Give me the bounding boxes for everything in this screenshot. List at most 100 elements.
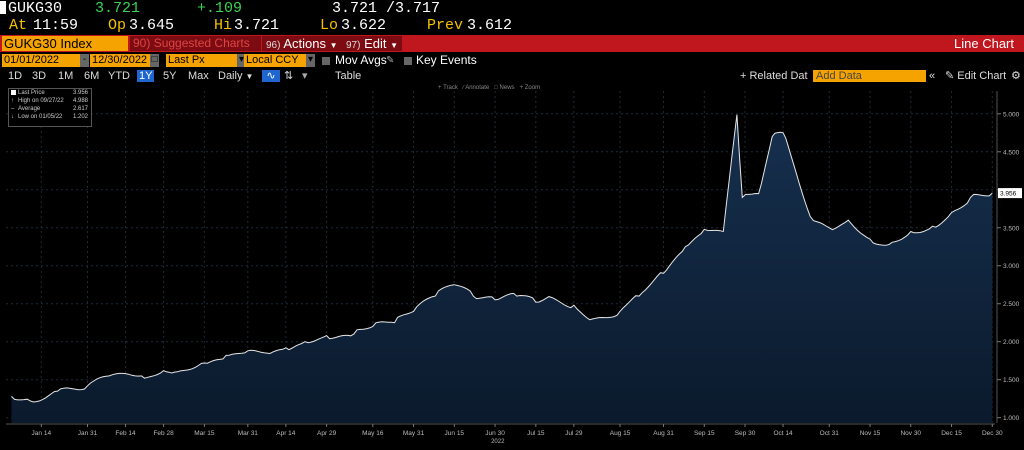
range-6m[interactable]: 6M <box>84 70 100 82</box>
start-date-input[interactable]: 01/01/2022 <box>2 54 80 67</box>
at-label: At <box>9 17 28 34</box>
legend-row: – Average 2.617 <box>9 105 91 113</box>
y-tick-label: 1.000 <box>1003 415 1020 422</box>
collapse-icon[interactable]: « <box>929 70 936 82</box>
high-marker-icon: ↑ <box>11 98 14 104</box>
edit-chart-button[interactable]: ✎ Edit Chart <box>945 70 1006 82</box>
range-max[interactable]: Max <box>188 70 209 82</box>
legend-label: Low on 01/05/22 <box>18 114 63 120</box>
period-label: Daily <box>218 70 243 82</box>
end-date-input[interactable]: 12/30/2022 <box>90 54 150 67</box>
low-value: 3.622 <box>341 17 387 34</box>
chart-style-dropdown-icon[interactable]: ▾ <box>302 70 308 82</box>
last-value-box <box>998 188 1022 199</box>
track-tool[interactable]: + Track <box>438 85 458 91</box>
x-tick-label: Feb 28 <box>153 430 174 437</box>
legend-label: High on 09/27/22 <box>18 98 64 104</box>
title-bar: GUKG30 Index 90) Suggested Charts 96) Ac… <box>0 35 1024 52</box>
x-tick-label: Nov 15 <box>860 430 881 437</box>
annotate-tool[interactable]: ∕ Annotate <box>462 85 490 91</box>
x-axis-year-label: 2022 <box>491 439 505 445</box>
calendar-icon[interactable]: □ <box>150 54 159 67</box>
chart-type-title: Line Chart <box>954 36 1014 51</box>
actions-button[interactable]: 96) Actions ▼ <box>262 36 342 51</box>
prev-label: Prev <box>427 17 464 34</box>
gear-icon[interactable]: ⚙ <box>1011 70 1021 82</box>
x-tick-label: Aug 15 <box>610 430 631 437</box>
actions-number: 96) <box>266 40 281 51</box>
x-tick-label: Apr 14 <box>276 430 296 437</box>
mov-avgs-label[interactable]: Mov Avgs <box>335 53 387 67</box>
y-tick-label: 3.500 <box>1003 225 1020 232</box>
chevron-down-icon: ▼ <box>245 72 254 81</box>
range-5y[interactable]: 5Y <box>163 70 177 82</box>
period-select[interactable]: Daily ▼ <box>218 70 253 82</box>
related-data-button[interactable]: + Related Dat <box>740 70 808 82</box>
y-tick-label: 5.000 <box>1003 111 1020 118</box>
legend-row: ↓ Low on 01/05/22 1.202 <box>9 113 91 121</box>
chart-svg[interactable]: 1.0001.5002.0002.5003.0003.5004.0004.500… <box>0 83 1024 445</box>
edit-number: 97) <box>346 40 361 51</box>
suggested-charts-number: 90 <box>133 36 147 50</box>
range-row: 1D 3D 1M 6M YTD 1Y 5Y Max Daily ▼ ∿ ⇅ ▾ … <box>0 69 1024 83</box>
field-select[interactable]: Last Px <box>166 54 240 67</box>
actions-label: Actions <box>283 36 326 51</box>
x-tick-label: Nov 30 <box>900 430 921 437</box>
x-tick-label: Dec 30 <box>982 430 1003 437</box>
chevron-down-icon: ▼ <box>390 41 399 50</box>
suggested-charts-label: Suggested Charts <box>153 36 250 50</box>
y-tick-label: 4.500 <box>1003 149 1020 156</box>
x-tick-label: Sep 30 <box>735 430 756 437</box>
field-dropdown-icon[interactable]: ▾ <box>237 54 246 67</box>
legend-value: 3.956 <box>72 90 88 96</box>
legend-row: ↑ High on 09/27/22 4.988 <box>9 97 91 105</box>
chart-style-icon[interactable]: ⇅ <box>284 70 294 82</box>
x-tick-label: Apr 29 <box>317 430 337 437</box>
x-tick-label: Oct 14 <box>773 430 793 437</box>
prev-value: 3.612 <box>467 17 513 34</box>
quote-row-2: At 11:59 Op 3.645 Hi 3.721 Lo 3.622 Prev… <box>0 17 1024 35</box>
key-events-label[interactable]: Key Events <box>416 53 477 67</box>
price-area <box>11 114 993 423</box>
high-value: 3.721 <box>234 17 280 34</box>
legend-label: Average <box>18 106 41 112</box>
legend-row: Last Price 3.956 <box>9 89 91 97</box>
currency-select[interactable]: Local CCY <box>244 54 306 67</box>
y-axis: 1.0001.5002.0002.5003.0003.5004.0004.500… <box>996 91 1022 423</box>
low-marker-icon: ↓ <box>11 114 14 120</box>
x-tick-label: Dec 15 <box>941 430 962 437</box>
pencil-icon[interactable]: ✎ <box>386 55 395 66</box>
currency-dropdown-icon[interactable]: ▾ <box>306 54 315 67</box>
x-tick-label: Jun 30 <box>485 430 505 437</box>
range-ytd[interactable]: YTD <box>108 70 130 82</box>
mov-avgs-checkbox[interactable] <box>322 57 330 65</box>
last-value-label: 3.956 <box>1000 191 1017 198</box>
bid-ask: 3.721 /3.717 <box>332 0 441 17</box>
x-tick-label: Mar 15 <box>194 430 215 437</box>
security-field[interactable]: GUKG30 Index <box>2 36 128 51</box>
ticker: GUKG30 <box>8 0 63 17</box>
range-1d[interactable]: 1D <box>8 70 23 82</box>
pencil-icon: ✎ <box>945 70 955 82</box>
x-tick-label: Feb 14 <box>115 430 136 437</box>
add-data-input[interactable]: Add Data <box>813 70 926 82</box>
edit-button[interactable]: 97) Edit ▼ <box>342 36 403 51</box>
range-1m[interactable]: 1M <box>58 70 74 82</box>
suggested-charts-button[interactable]: 90) Suggested Charts <box>130 36 261 51</box>
x-tick-label: Jul 15 <box>527 430 545 437</box>
x-tick-label: Jun 15 <box>445 430 465 437</box>
open-value: 3.645 <box>129 17 175 34</box>
line-chart[interactable]: 1.0001.5002.0002.5003.0003.5004.0004.500… <box>0 83 1024 445</box>
high-label: Hi <box>214 17 233 34</box>
key-events-checkbox[interactable] <box>404 57 412 65</box>
news-tool[interactable]: □ News <box>494 85 515 91</box>
x-tick-label: Sep 15 <box>694 430 715 437</box>
table-button[interactable]: Table <box>335 70 362 82</box>
legend-value: 2.617 <box>72 106 88 112</box>
zoom-tool[interactable]: + Zoom <box>519 85 541 91</box>
range-3d[interactable]: 3D <box>32 70 47 82</box>
low-label: Lo <box>320 17 339 34</box>
range-1y[interactable]: 1Y <box>137 70 155 82</box>
line-chart-icon[interactable]: ∿ <box>262 70 280 82</box>
x-tick-label: Mar 31 <box>238 430 259 437</box>
